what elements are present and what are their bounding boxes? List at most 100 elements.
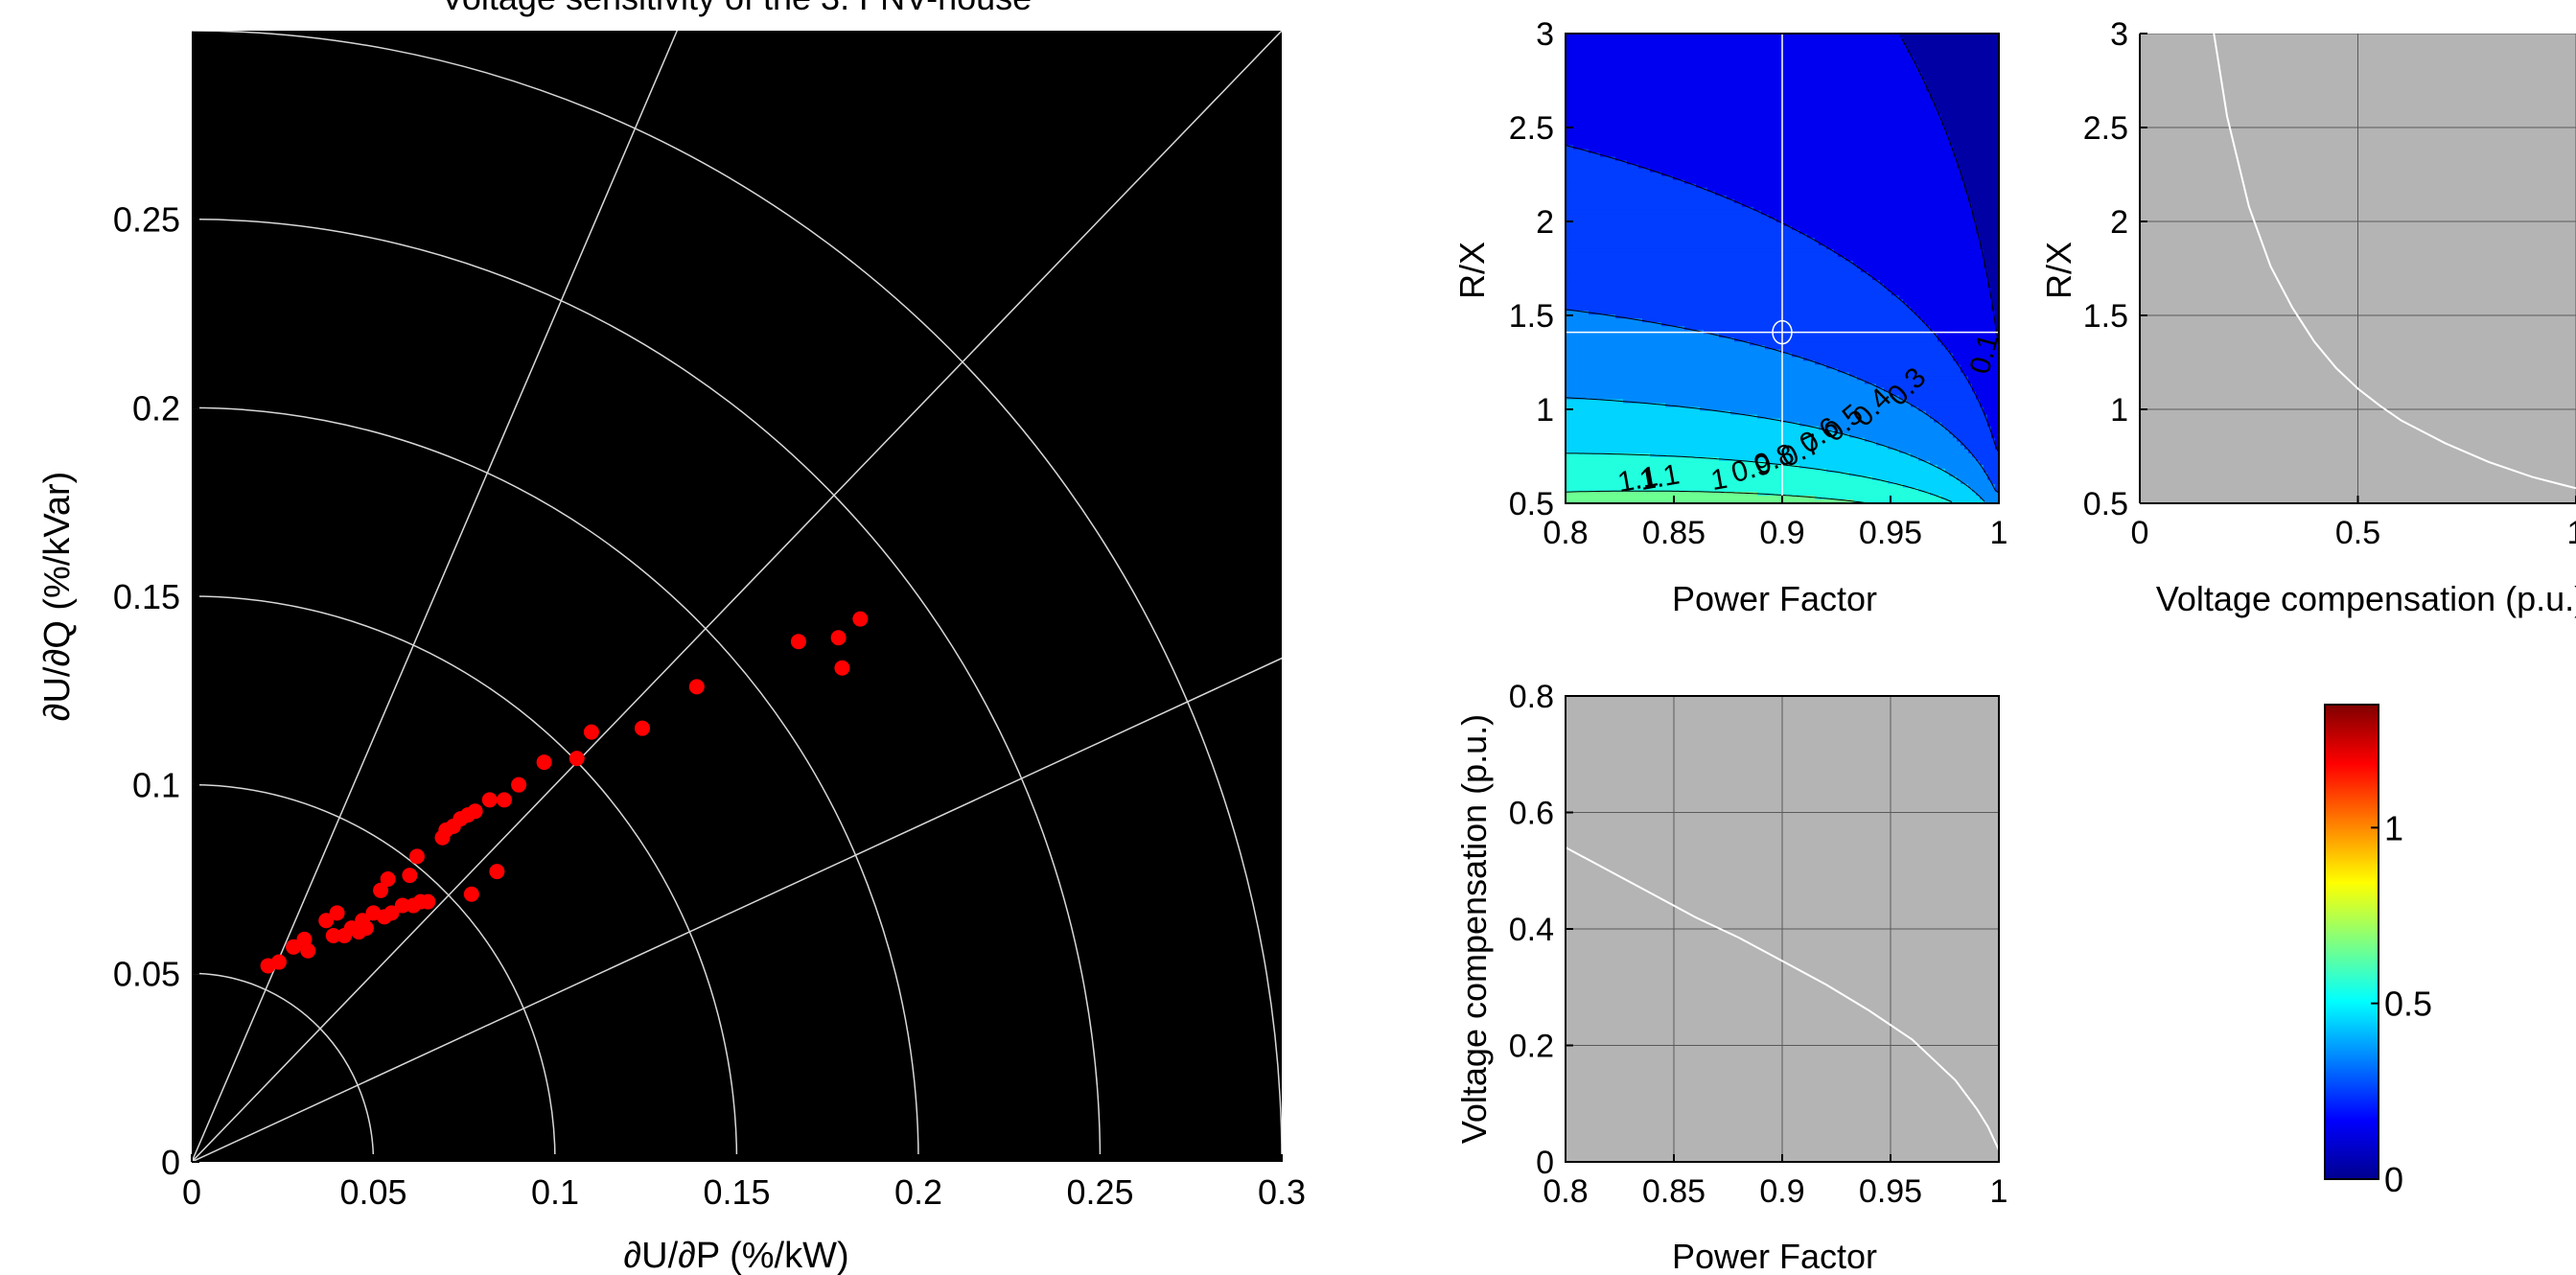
contour-cell <box>1596 168 1601 174</box>
contour-cell <box>1569 368 1574 374</box>
contour-cell <box>1635 218 1639 223</box>
contour-cell <box>1569 244 1574 250</box>
contour-cell <box>1661 491 1666 497</box>
contour-cell <box>1635 57 1639 61</box>
contour-cell <box>1696 57 1701 61</box>
contour-cell <box>1612 60 1616 65</box>
contour-cell <box>1681 129 1685 135</box>
contour-cell <box>1696 214 1701 220</box>
contour-cell <box>1677 160 1682 166</box>
contour-cell <box>1681 179 1685 185</box>
contour-cell <box>1600 191 1605 197</box>
contour-cell <box>1715 149 1720 154</box>
contour-cell <box>1707 164 1712 170</box>
contour-cell <box>1577 126 1582 131</box>
contour-cell <box>1592 152 1597 158</box>
contour-cell <box>1673 252 1678 258</box>
contour-cell <box>1711 483 1716 489</box>
contour-cell <box>1658 133 1662 139</box>
contour-cell <box>1573 53 1578 58</box>
contour-cell <box>1677 57 1682 61</box>
contour-cell <box>1658 395 1662 401</box>
contour-cell <box>1627 268 1632 273</box>
contour-cell <box>1650 233 1655 239</box>
contour-cell <box>1569 464 1574 470</box>
contour-cell <box>1631 418 1636 424</box>
contour-cell <box>1615 280 1620 285</box>
contour-cell <box>1612 475 1616 481</box>
contour-cell <box>1707 311 1712 315</box>
contour-cell <box>1707 483 1712 489</box>
contour-cell <box>1650 376 1655 382</box>
contour-cell <box>1604 260 1609 266</box>
contour-cell <box>1681 214 1685 220</box>
contour-cell <box>1677 299 1682 304</box>
contour-cell <box>1707 345 1712 350</box>
contour-cell <box>1589 433 1593 439</box>
contour-cell <box>1658 406 1662 412</box>
contour-cell <box>1619 353 1624 358</box>
contour-cell <box>1600 475 1605 481</box>
contour-cell <box>1638 491 1643 497</box>
contour-cell <box>1658 114 1662 119</box>
contour-cell <box>1658 49 1662 54</box>
contour-cell <box>1573 260 1578 266</box>
contour-cell <box>1673 272 1678 277</box>
contour-cell <box>1711 68 1716 73</box>
contour-cell <box>1619 133 1624 139</box>
contour-cell <box>1608 172 1613 177</box>
contour-cell <box>1711 206 1716 212</box>
contour-cell <box>1608 349 1613 354</box>
contour-cell <box>1569 260 1574 266</box>
contour-cell <box>1700 383 1705 389</box>
contour-cell <box>1696 357 1701 361</box>
contour-cell <box>1612 487 1616 493</box>
contour-cell <box>1719 57 1724 61</box>
contour-cell <box>1566 210 1570 216</box>
contour-cell <box>1627 406 1632 412</box>
contour-cell <box>1608 368 1613 374</box>
contour-cell <box>1669 106 1674 111</box>
contour-cell <box>1569 433 1574 439</box>
contour-cell <box>1638 206 1643 212</box>
contour-cell <box>1569 360 1574 366</box>
contour-cell <box>1569 483 1574 489</box>
contour-cell <box>1612 479 1616 485</box>
polar-grid <box>192 31 1282 1162</box>
contour-cell <box>1688 452 1693 458</box>
contour-cell <box>1692 337 1697 342</box>
contour-cell <box>1627 214 1632 220</box>
sensitivity-y-tick-label: 0.25 <box>113 200 180 240</box>
contour-cell <box>1592 210 1597 216</box>
contour-cell <box>1566 91 1570 96</box>
contour-cell <box>1589 322 1593 327</box>
contour-cell <box>1638 418 1643 424</box>
contour-cell <box>1688 183 1693 189</box>
contour-cell <box>1669 395 1674 401</box>
contour-cell <box>1673 399 1678 405</box>
contour-cell <box>1592 498 1597 503</box>
contour-cell <box>1665 479 1670 485</box>
contour-cell <box>1688 475 1693 481</box>
contour-cell <box>1692 137 1697 143</box>
contour-cell <box>1573 214 1578 220</box>
contour-cell <box>1589 218 1593 223</box>
contour-cell <box>1661 460 1666 466</box>
contour-cell <box>1566 414 1570 420</box>
contour-cell <box>1631 68 1636 73</box>
contour-cell <box>1589 276 1593 281</box>
contour-cell <box>1635 314 1639 319</box>
contour-cell <box>1589 414 1593 420</box>
contour-cell <box>1696 137 1701 143</box>
contour-cell <box>1631 118 1636 123</box>
contour-cell <box>1592 110 1597 115</box>
contour-cell <box>1704 45 1708 50</box>
contour-cell <box>1635 291 1639 296</box>
contour-cell <box>1711 299 1716 304</box>
contour-cell <box>1677 45 1682 50</box>
contour-cell <box>1589 37 1593 42</box>
contour-cell <box>1707 256 1712 262</box>
contour-cell <box>1642 183 1647 189</box>
contour-cell <box>1684 152 1689 158</box>
contour-cell <box>1612 260 1616 266</box>
